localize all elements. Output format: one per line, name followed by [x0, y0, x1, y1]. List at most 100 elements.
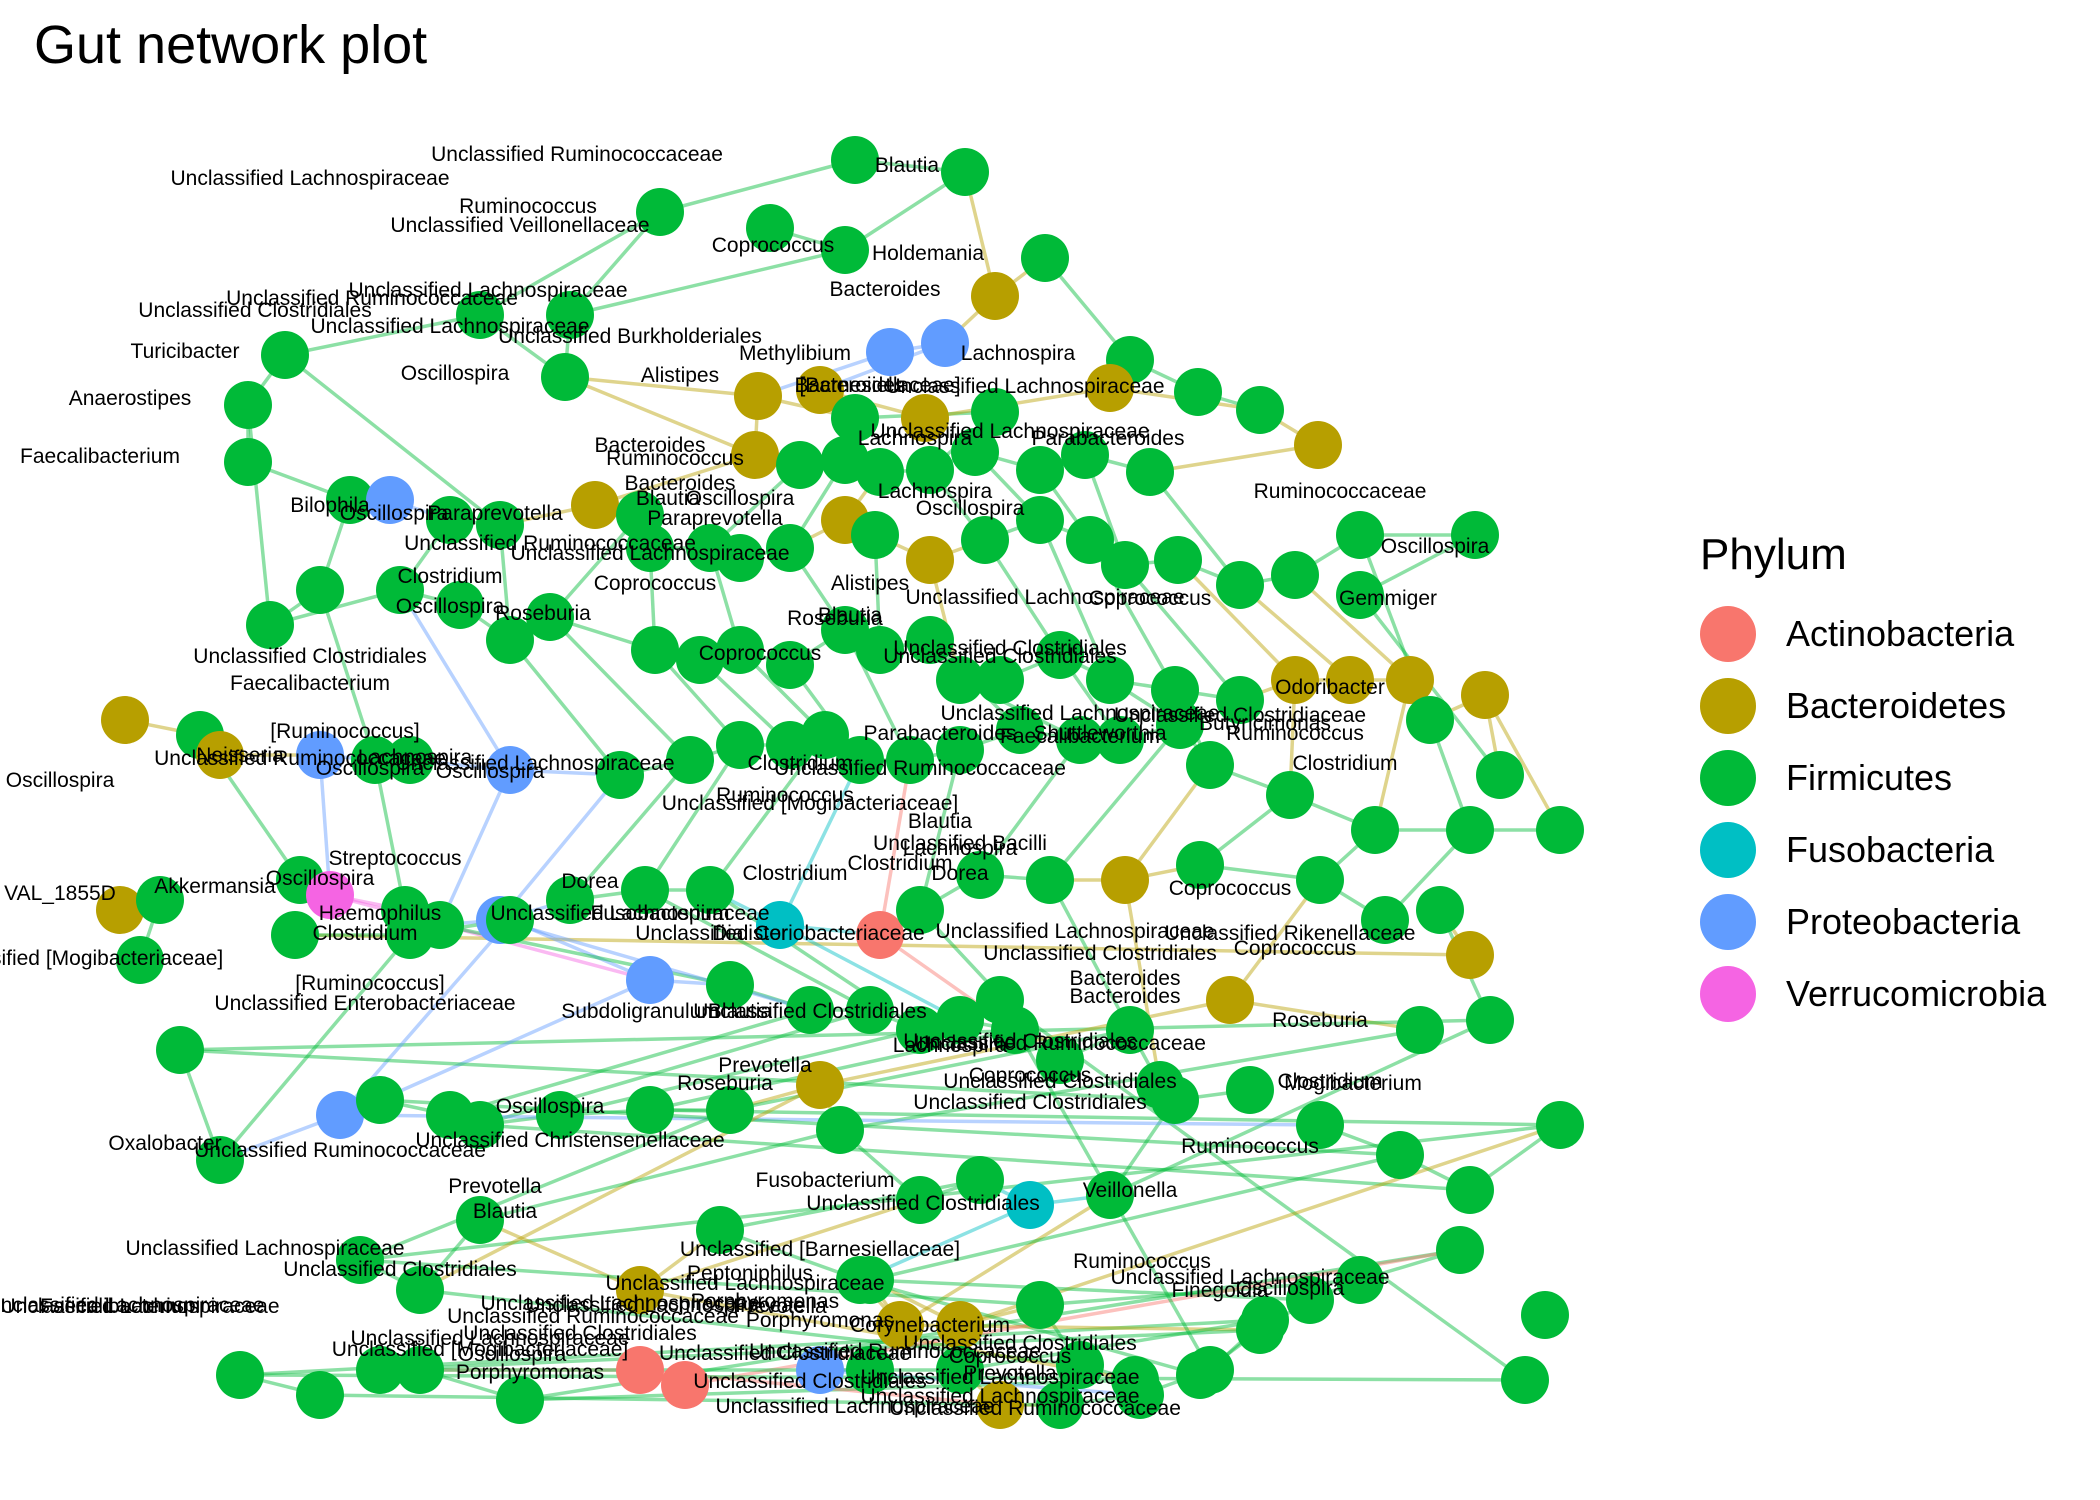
- legend-item-proteobacteria: Proteobacteria: [1700, 886, 2046, 958]
- node-label: Unclassified Bacilli: [873, 832, 1047, 855]
- node-label: Oscillospira: [686, 487, 795, 510]
- network-node-firmicutes: [1226, 1066, 1274, 1114]
- network-edge: [779, 923, 961, 1022]
- node-label: Unclassified Ruminococcaceae: [431, 143, 723, 166]
- node-label: Lachnospira: [903, 837, 1018, 860]
- network-edge: [283, 353, 502, 527]
- network-edge: [1483, 694, 1562, 831]
- network-node-firmicutes: [821, 226, 869, 274]
- node-label: Oscillospira: [401, 362, 510, 385]
- network-node-firmicutes: [224, 438, 272, 486]
- node-label: Unclassified Lachnospiraceae: [481, 1292, 760, 1315]
- network-node-firmicutes: [716, 721, 764, 769]
- network-node-proteobacteria: [796, 1346, 844, 1394]
- network-node-actinobacteria: [661, 1361, 709, 1409]
- legend-label: Fusobacteria: [1786, 829, 1995, 870]
- network-node-fusobacteria: [1006, 1181, 1054, 1229]
- node-label: Unclassified Lachnospiraceae: [126, 1237, 405, 1260]
- network-node-firmicutes: [1336, 1256, 1384, 1304]
- network-node-bacteroidetes: [876, 1301, 924, 1349]
- node-label: Prevotella: [718, 1054, 812, 1077]
- network-node-firmicutes: [196, 1136, 244, 1184]
- network-edge: [373, 759, 407, 911]
- network-node-proteobacteria: [921, 319, 969, 367]
- network-node-firmicutes: [456, 1196, 504, 1244]
- plot-title: Gut network plot: [34, 15, 428, 75]
- network-node-firmicutes: [936, 996, 984, 1044]
- network-edge: [878, 759, 912, 936]
- network-node-firmicutes: [216, 1351, 264, 1399]
- node-label: Unclassified Lachnospiraceae: [906, 586, 1185, 609]
- legend-label: Firmicutes: [1786, 757, 1953, 798]
- network-edge: [918, 749, 962, 911]
- network-node-firmicutes: [1061, 431, 1109, 479]
- node-label: Unclassified Coriobacteriaceae: [635, 922, 924, 945]
- network-node-firmicutes: [1186, 1346, 1234, 1394]
- network-edge: [179, 1018, 1491, 1052]
- network-node-firmicutes: [1176, 841, 1224, 889]
- network-node-firmicutes: [1036, 1381, 1084, 1429]
- node-label: Parabacteroides: [1032, 427, 1185, 450]
- network-node-bacteroidetes: [1326, 656, 1374, 704]
- node-label: Unclassified Lachnospiraceae: [526, 1294, 805, 1317]
- node-label: Unclassified Clostridiales: [138, 299, 371, 322]
- node-label: Blautia: [708, 1000, 773, 1023]
- network-node-firmicutes: [546, 291, 594, 339]
- network-node-bacteroidetes: [96, 886, 144, 934]
- network-node-firmicutes: [1521, 1291, 1569, 1339]
- node-label: [Ruminococcus]: [295, 972, 444, 995]
- node-label: Lachnospira: [878, 480, 993, 503]
- network-edge: [594, 453, 756, 507]
- network-edge: [644, 888, 871, 1012]
- node-label: Streptococcus: [328, 847, 461, 870]
- network-edge: [318, 589, 377, 761]
- network-node-firmicutes: [956, 851, 1004, 899]
- network-node-firmicutes: [436, 581, 484, 629]
- network-edge: [1048, 879, 1132, 1031]
- network-node-firmicutes: [976, 976, 1024, 1024]
- node-label: Roseburia: [787, 607, 883, 630]
- network-node-firmicutes: [626, 524, 674, 572]
- node-label: Clostridium: [397, 565, 502, 588]
- network-node-firmicutes: [856, 448, 904, 496]
- network-node-bacteroidetes: [796, 366, 844, 414]
- network-node-firmicutes: [1396, 1006, 1444, 1054]
- network-node-bacteroidetes: [1294, 421, 1342, 469]
- network-edge: [564, 375, 756, 457]
- network-node-firmicutes: [686, 866, 734, 914]
- network-node-firmicutes: [456, 1101, 504, 1149]
- network-node-firmicutes: [356, 1076, 404, 1124]
- node-label: Dialister: [712, 922, 788, 945]
- node-label: Porphyromonas: [691, 1290, 839, 1313]
- network-node-firmicutes: [716, 626, 764, 674]
- node-label: Faecalibacterium: [230, 672, 390, 695]
- node-label: Odoribacter: [1275, 676, 1385, 699]
- network-edge: [359, 1108, 731, 1262]
- network-edge: [843, 629, 912, 761]
- network-node-firmicutes: [896, 1006, 944, 1054]
- legend-key-proteobacteria: [1700, 894, 1756, 950]
- legend-item-verrucomicrobia: Verrucomicrobia: [1700, 958, 2046, 1030]
- network-edge: [1229, 998, 1421, 1032]
- network-edge: [569, 248, 846, 317]
- network-node-firmicutes: [1156, 701, 1204, 749]
- network-edge: [1293, 573, 1412, 682]
- network-edge: [559, 1018, 961, 1117]
- node-label: Coprococcus: [1169, 877, 1292, 900]
- network-node-firmicutes: [1086, 1171, 1134, 1219]
- legend-key-firmicutes: [1700, 750, 1756, 806]
- network-edge: [449, 1008, 811, 1117]
- network-node-firmicutes: [1376, 1131, 1424, 1179]
- node-label: Bacteroides: [625, 472, 736, 495]
- network-node-firmicutes: [1066, 516, 1114, 564]
- node-layer: [96, 136, 1584, 1429]
- node-label: Ruminococcus: [1181, 1135, 1319, 1158]
- network-node-firmicutes: [1016, 496, 1064, 544]
- network-node-firmicutes: [1016, 1281, 1064, 1329]
- network-node-firmicutes: [1501, 1356, 1549, 1404]
- network-node-firmicutes: [1106, 1006, 1154, 1054]
- node-label: Alistipes: [641, 364, 719, 387]
- node-label: Akkermansia: [154, 875, 276, 898]
- network-node-firmicutes: [546, 876, 594, 924]
- network-node-firmicutes: [386, 736, 434, 784]
